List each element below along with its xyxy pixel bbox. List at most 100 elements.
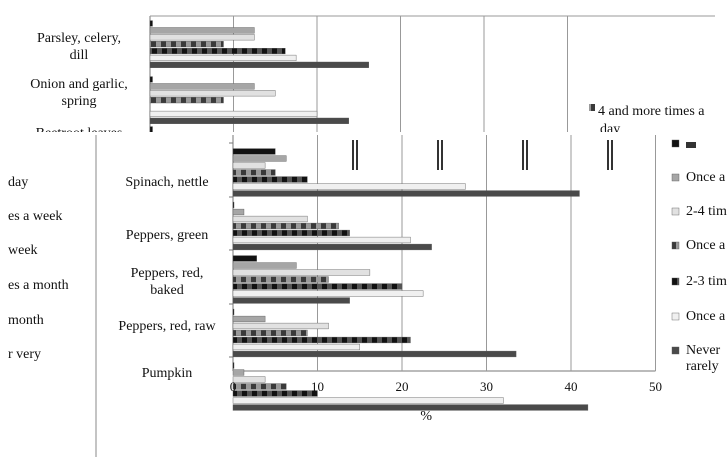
- legend-fragment-label: es a month: [8, 278, 69, 293]
- bar: [232, 362, 235, 369]
- category-label: Peppers, red, raw: [118, 319, 216, 334]
- chart-top-panel: Parsley, celery, dill Onion and garlic, spr…: [0, 0, 727, 134]
- legend-swatch: [671, 346, 680, 355]
- bar: [232, 369, 245, 376]
- bar: [232, 201, 235, 209]
- legend-swatch: [671, 312, 680, 321]
- chart-bottom-svg: day es a week week es a month month r very Spi…: [0, 134, 727, 457]
- legend-entry: 2-3 tim: [671, 274, 727, 289]
- category-label: baked: [150, 283, 183, 298]
- bar: [232, 336, 411, 344]
- bar: [232, 176, 308, 183]
- legend-entry: Once a: [671, 170, 726, 185]
- legend-entry: Once a: [671, 238, 726, 253]
- bar: [149, 34, 255, 41]
- x-tick-label: 20: [396, 379, 409, 394]
- category-label: Parsley, celery,: [37, 31, 121, 46]
- legend-label: Once a: [686, 309, 726, 324]
- x-tick-label: 30: [480, 379, 493, 394]
- bar: [232, 404, 589, 411]
- legend-label: rarely: [686, 359, 719, 374]
- legend-swatch: [589, 104, 595, 111]
- category-label: dill: [70, 48, 89, 63]
- bar: [149, 54, 297, 61]
- category-label: spring: [62, 94, 97, 109]
- category-group: [232, 255, 424, 304]
- legend-fragment: [686, 142, 696, 148]
- legend-label: day: [600, 122, 620, 134]
- legend-entry: 4 and more times a day: [589, 104, 705, 134]
- category-group: [232, 362, 589, 411]
- bar: [232, 208, 245, 216]
- bar: [149, 90, 276, 97]
- category-label: Pumpkin: [142, 366, 193, 381]
- legend-fragment-label: r very: [8, 347, 41, 362]
- legend-label: Once a: [686, 238, 726, 253]
- bar: [232, 148, 276, 155]
- bar: [232, 308, 235, 316]
- bar: [149, 27, 255, 34]
- bar: [232, 215, 308, 223]
- bar: [149, 20, 153, 27]
- bar: [232, 236, 411, 244]
- legend-entry: [671, 139, 680, 148]
- x-tick-label: 0: [230, 379, 237, 394]
- residual-mark: [526, 140, 528, 170]
- bar: [232, 315, 266, 323]
- panel-seam: [0, 132, 727, 135]
- category-group: [232, 308, 517, 358]
- bar: [232, 183, 466, 190]
- bar: [232, 343, 360, 351]
- legend-label: Never: [686, 343, 721, 358]
- chart-bottom-panel: day es a week week es a month month r very Spi…: [0, 134, 727, 457]
- legend-swatch: [671, 173, 680, 182]
- category-group: [149, 20, 369, 68]
- bar: [232, 222, 339, 230]
- bar: [149, 41, 224, 48]
- legend-swatch: [671, 207, 680, 216]
- residual-mark: [437, 140, 439, 170]
- bar: [232, 390, 318, 397]
- legend-swatch: [671, 241, 680, 250]
- legend-fragment-label: month: [8, 313, 44, 328]
- residual-mark: [607, 140, 609, 170]
- x-tick-label: 10: [311, 379, 324, 394]
- legend-label: 2-3 tim: [686, 274, 727, 289]
- category-group: [232, 148, 580, 197]
- category-label: Peppers, red,: [131, 266, 204, 281]
- bar: [232, 383, 287, 390]
- category-group: [232, 201, 432, 251]
- bar: [232, 169, 276, 176]
- bar: [232, 243, 432, 251]
- x-tick-label: 40: [565, 379, 578, 394]
- bar: [232, 376, 266, 383]
- residual-mark: [611, 140, 613, 170]
- bar: [232, 350, 517, 358]
- residual-mark: [356, 140, 358, 170]
- bar: [149, 48, 286, 55]
- bar: [232, 297, 350, 304]
- category-label: Beetroot leaves: [36, 126, 123, 134]
- category-label: Peppers, green: [126, 228, 208, 243]
- legend-label: 2-4 tim: [686, 204, 727, 219]
- legend-label: 4 and more times a: [598, 104, 705, 119]
- bar: [232, 162, 266, 169]
- bar: [232, 255, 257, 262]
- x-tick-label: 50: [649, 379, 662, 394]
- legend-entry: Once a: [671, 309, 726, 324]
- legend-swatch: [671, 139, 680, 148]
- bar: [232, 283, 403, 290]
- bar: [232, 276, 329, 283]
- bar: [149, 83, 255, 90]
- bar: [232, 322, 329, 330]
- bar: [232, 397, 504, 404]
- legend-fragment-label: day: [8, 175, 28, 190]
- residual-mark: [441, 140, 443, 170]
- bar: [232, 155, 287, 162]
- legend-entry: Never: [671, 343, 721, 358]
- bar: [149, 61, 369, 68]
- fragment-mask: [0, 134, 60, 154]
- legend-entry: 2-4 tim: [671, 204, 727, 219]
- bar: [149, 97, 224, 104]
- bar: [149, 76, 153, 83]
